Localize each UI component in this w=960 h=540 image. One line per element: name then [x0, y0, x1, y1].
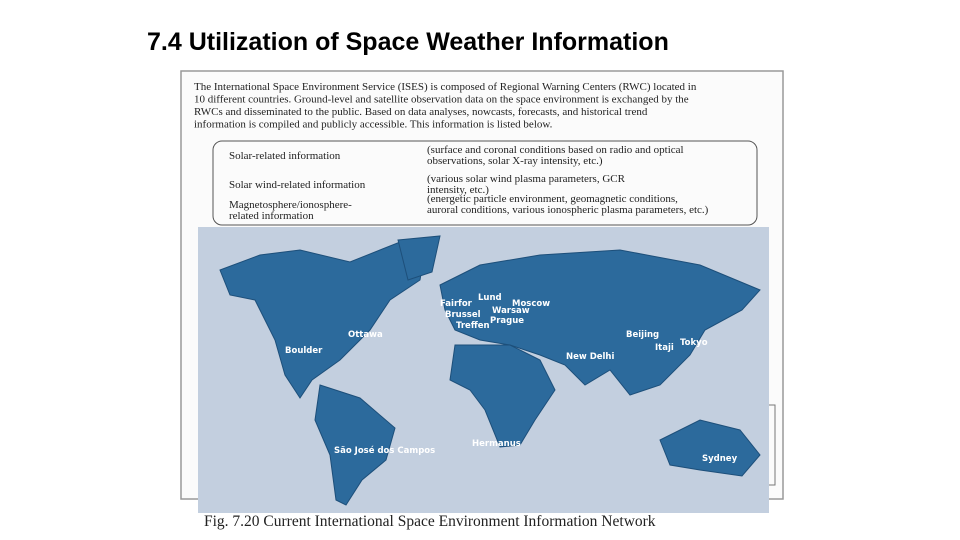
- city-label: Itaji: [655, 343, 674, 353]
- table-label: Solar wind-related information: [229, 179, 366, 191]
- table-description: (various solar wind plasma parameters, G…: [427, 173, 626, 185]
- slide-title: 7.4 Utilization of Space Weather Informa…: [147, 28, 669, 56]
- table-label: Magnetosphere/ionosphere-: [229, 199, 352, 211]
- paragraph-line: 10 different countries. Ground-level and…: [194, 94, 689, 106]
- city-label: Prague: [490, 316, 524, 326]
- city-label: Hermanus: [472, 439, 521, 449]
- city-label: Ottawa: [348, 330, 383, 340]
- paragraph-line: The International Space Environment Serv…: [194, 81, 697, 93]
- table-label: related information: [229, 210, 314, 222]
- city-label: Treffen: [456, 321, 490, 331]
- city-label: Boulder: [285, 346, 323, 356]
- table-label: Solar-related information: [229, 150, 341, 162]
- city-label: Lund: [478, 293, 502, 303]
- city-label: Brussel: [445, 310, 481, 320]
- table-description: intensity, etc.): [427, 184, 489, 196]
- info-table: [212, 140, 758, 226]
- city-label: Fairfor: [440, 299, 473, 309]
- city-label: New Delhi: [566, 352, 614, 362]
- paragraph-line: RWCs and disseminated to the public. Bas…: [194, 106, 648, 118]
- table-description: auroral conditions, various ionospheric …: [427, 204, 709, 216]
- table-text: Solar-related information (surface and co…: [229, 144, 709, 222]
- city-label: São José dos Campos: [334, 445, 435, 456]
- table-description: (energetic particle environment, geomagn…: [427, 193, 678, 205]
- greenland: [397, 235, 441, 281]
- australia: [659, 419, 761, 477]
- city-label: Tokyo: [680, 338, 708, 348]
- figure-caption: Fig. 7.20 Current International Space En…: [204, 513, 656, 530]
- table-description: observations, solar X-ray intensity, etc…: [427, 155, 603, 167]
- table-description: (surface and coronal conditions based on…: [427, 144, 684, 156]
- north-america: [219, 241, 426, 399]
- city-label: Sydney: [702, 454, 738, 464]
- eurasia: [439, 249, 761, 396]
- paragraph-line: information is compiled and publicly acc…: [194, 119, 553, 131]
- south-america: [314, 384, 396, 506]
- paragraph: The International Space Environment Serv…: [194, 81, 697, 131]
- world-map: Fairfor Lund Moscow Brussel Warsaw Pragu…: [198, 227, 769, 513]
- africa: [449, 344, 556, 448]
- city-label: Warsaw: [492, 306, 530, 316]
- city-label: Moscow: [512, 299, 550, 309]
- city-label: Beijing: [626, 330, 659, 340]
